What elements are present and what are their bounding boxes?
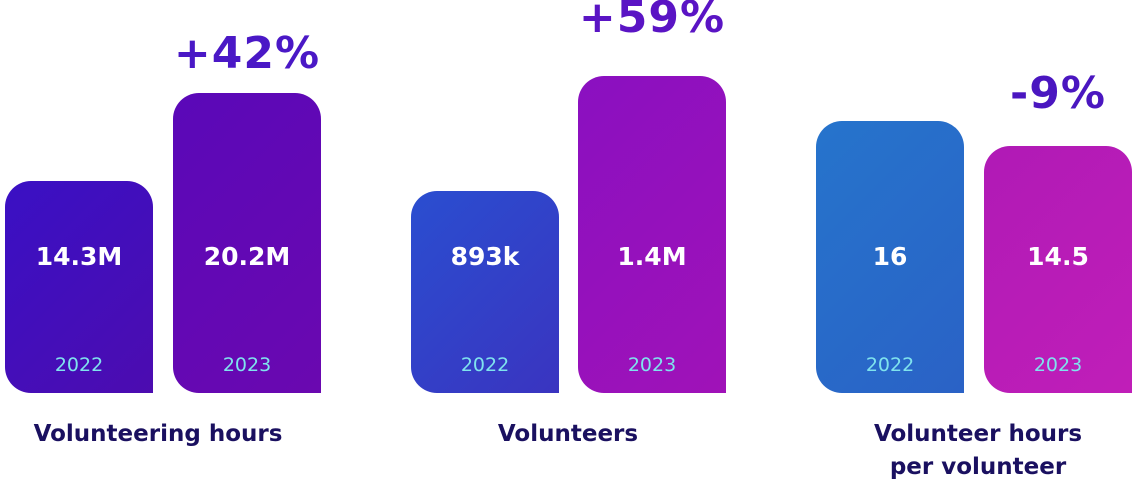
volunteers-bar-2022: 893k 2022 (411, 191, 559, 393)
volunteer-hours-per-volunteer-year-label-2022: 2022 (865, 354, 915, 376)
volunteering-hours-value-label-2023: 20.2M (203, 242, 291, 271)
volunteering-hours-value-label-2022: 14.3M (35, 242, 123, 271)
volunteers-year-label-2022: 2022 (460, 354, 510, 376)
volunteers-year-label-2023: 2023 (627, 354, 677, 376)
volunteer-hours-per-volunteer-year-label-2023: 2023 (1033, 354, 1083, 376)
volunteers-bar-2023: 1.4M 2023 (578, 76, 726, 393)
volunteer-hours-per-volunteer-change-label: -9% (1010, 68, 1106, 119)
volunteer-hours-per-volunteer-value-label-2023: 14.5 (1027, 242, 1089, 271)
volunteer-hours-per-volunteer-value-label-2022: 16 (872, 242, 908, 271)
volunteering-hours-group-label: Volunteering hours (33, 421, 283, 447)
volunteers-value-label-2022: 893k (450, 242, 520, 271)
volunteer-hours-per-volunteer-bar-2023: 14.5 2023 (984, 146, 1132, 393)
volunteering-hours-change-label: +42% (173, 28, 321, 79)
volunteers-change-label: +59% (578, 0, 726, 43)
volunteering-hours-bar-2023: 20.2M 2023 (173, 93, 321, 393)
volunteering-hours-bar-2022: 14.3M 2022 (5, 181, 153, 393)
volunteers-group-label: Volunteers (497, 421, 639, 447)
volunteers-value-label-2023: 1.4M (617, 242, 687, 271)
volunteer-hours-per-volunteer-group-label: Volunteer hours per volunteer (873, 421, 1083, 480)
volunteering-hours-year-label-2023: 2023 (222, 354, 272, 376)
volunteer-hours-per-volunteer-bar-2022: 16 2022 (816, 121, 964, 393)
volunteering-hours-year-label-2022: 2022 (54, 354, 104, 376)
